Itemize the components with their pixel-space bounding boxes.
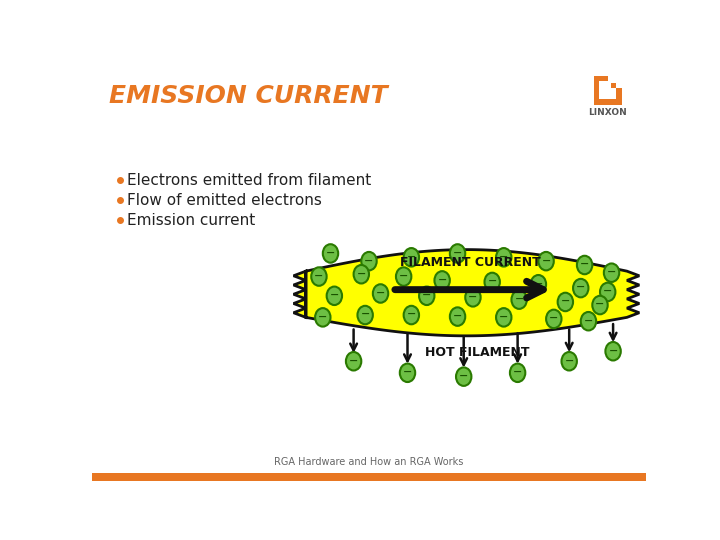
Text: −: −	[561, 296, 570, 306]
Text: EMISSION CURRENT: EMISSION CURRENT	[109, 84, 387, 108]
Text: −: −	[564, 355, 574, 366]
Text: RGA Hardware and How an RGA Works: RGA Hardware and How an RGA Works	[274, 457, 464, 467]
Text: −: −	[499, 252, 508, 261]
Text: −: −	[534, 279, 543, 288]
Ellipse shape	[450, 244, 465, 262]
Ellipse shape	[311, 267, 327, 286]
Text: −: −	[499, 312, 508, 322]
Text: −: −	[356, 268, 366, 279]
Text: −: −	[407, 309, 416, 319]
Ellipse shape	[539, 252, 554, 271]
Ellipse shape	[373, 284, 388, 303]
Ellipse shape	[496, 248, 511, 267]
Ellipse shape	[361, 252, 377, 271]
Ellipse shape	[604, 264, 619, 282]
Text: −: −	[318, 312, 328, 322]
Ellipse shape	[404, 248, 419, 267]
Ellipse shape	[465, 288, 481, 307]
Polygon shape	[594, 76, 599, 105]
Text: −: −	[584, 315, 593, 326]
Text: −: −	[376, 288, 385, 298]
Ellipse shape	[315, 308, 330, 327]
Text: −: −	[515, 294, 524, 304]
Ellipse shape	[450, 307, 465, 326]
Ellipse shape	[531, 275, 546, 294]
Ellipse shape	[419, 287, 434, 305]
Text: −: −	[549, 313, 559, 323]
Ellipse shape	[573, 279, 588, 298]
Text: −: −	[330, 290, 339, 300]
Ellipse shape	[577, 256, 593, 274]
Ellipse shape	[606, 342, 621, 361]
Text: −: −	[349, 355, 359, 366]
Text: −: −	[453, 311, 462, 321]
Text: −: −	[438, 275, 447, 285]
Text: −: −	[607, 267, 616, 277]
Text: −: −	[361, 309, 370, 319]
Text: −: −	[364, 255, 374, 265]
Ellipse shape	[327, 287, 342, 305]
Ellipse shape	[404, 306, 419, 325]
Text: LINXON: LINXON	[588, 108, 627, 117]
Ellipse shape	[562, 352, 577, 370]
Ellipse shape	[400, 363, 415, 382]
Text: −: −	[580, 259, 589, 269]
Text: −: −	[422, 290, 431, 300]
Text: −: −	[468, 292, 477, 301]
Text: Electrons emitted from filament: Electrons emitted from filament	[127, 173, 372, 188]
Polygon shape	[594, 99, 621, 105]
Polygon shape	[92, 473, 647, 481]
Text: −: −	[453, 248, 462, 258]
Polygon shape	[616, 88, 621, 105]
Text: −: −	[576, 282, 585, 292]
Ellipse shape	[558, 293, 573, 311]
Ellipse shape	[346, 352, 361, 370]
Text: −: −	[407, 252, 416, 261]
Ellipse shape	[593, 296, 608, 314]
Text: −: −	[513, 367, 522, 377]
Ellipse shape	[396, 267, 411, 286]
Ellipse shape	[511, 291, 527, 309]
Ellipse shape	[354, 265, 369, 284]
Ellipse shape	[485, 273, 500, 291]
Text: −: −	[314, 271, 323, 281]
Text: −: −	[402, 367, 412, 377]
Text: −: −	[487, 276, 497, 286]
Polygon shape	[611, 83, 616, 88]
Polygon shape	[294, 249, 639, 336]
Ellipse shape	[600, 283, 616, 301]
Ellipse shape	[496, 308, 511, 327]
Text: FILAMENT CURRENT: FILAMENT CURRENT	[400, 256, 541, 269]
Text: Emission current: Emission current	[127, 213, 256, 228]
Ellipse shape	[581, 312, 596, 330]
Ellipse shape	[323, 244, 338, 262]
Polygon shape	[594, 76, 608, 81]
Text: −: −	[608, 346, 618, 355]
Ellipse shape	[456, 367, 472, 386]
Text: HOT FILAMENT: HOT FILAMENT	[425, 346, 529, 359]
Ellipse shape	[357, 306, 373, 325]
Text: −: −	[541, 255, 551, 265]
Text: −: −	[459, 371, 469, 381]
Ellipse shape	[434, 271, 450, 289]
Text: −: −	[399, 271, 408, 281]
Ellipse shape	[510, 363, 526, 382]
Text: −: −	[326, 248, 336, 258]
Text: −: −	[603, 286, 613, 296]
Ellipse shape	[546, 309, 562, 328]
Text: −: −	[595, 299, 605, 309]
Text: Flow of emitted electrons: Flow of emitted electrons	[127, 193, 322, 208]
